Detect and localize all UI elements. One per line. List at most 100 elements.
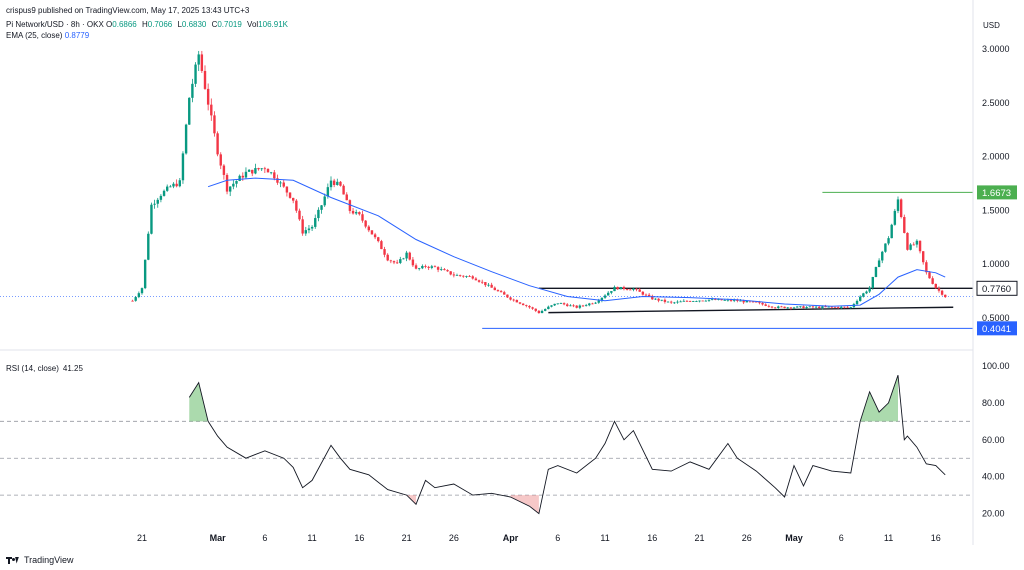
candle-body (638, 289, 641, 292)
candle-body (692, 301, 695, 302)
candle-body (247, 169, 251, 172)
candle-body (332, 180, 336, 185)
candle-body (191, 83, 194, 98)
candle-body (588, 303, 591, 306)
candle-body (339, 181, 342, 186)
candle-body (660, 299, 663, 301)
candle-body (206, 88, 210, 105)
candle-body (377, 237, 380, 242)
candle-body (651, 295, 654, 300)
candle-body (358, 212, 361, 215)
candle-body (657, 298, 660, 301)
rsi-legend: RSI (14, close) 41.25 (6, 364, 83, 373)
candle-body (380, 241, 383, 250)
candle-body (446, 270, 449, 272)
ohlc-key-o: O (106, 20, 113, 29)
price-label-text: 0.7760 (982, 284, 1011, 295)
candle-body (181, 153, 185, 181)
candle-body (458, 274, 462, 276)
ohlc-key-c: C (209, 20, 218, 29)
candle-body (622, 286, 626, 290)
candle-body (430, 266, 433, 268)
candle-body (540, 310, 544, 314)
rsi-tick-label: 20.00 (982, 509, 1005, 519)
candle-body (846, 306, 849, 308)
candle-body (282, 182, 285, 187)
x-tick-label: May (785, 533, 803, 543)
candle-body (288, 192, 292, 198)
candle-body (553, 303, 556, 306)
candle-body (427, 266, 430, 268)
candle-body (874, 267, 878, 277)
candle-body (559, 303, 563, 304)
candle-body (521, 303, 525, 306)
candle-body (566, 304, 569, 307)
candle-body (802, 306, 805, 309)
candle-body (481, 281, 484, 283)
rsi-overbought-fill (189, 382, 209, 422)
candle-body (210, 104, 213, 116)
candle-body (591, 303, 594, 305)
candle-body (225, 174, 229, 192)
candle-body (704, 300, 708, 302)
x-tick-label: 21 (402, 533, 412, 543)
candle-body (780, 306, 783, 308)
candle-body (506, 294, 509, 298)
candle-body (203, 70, 207, 89)
candle-body (367, 226, 370, 231)
candle-body (824, 306, 827, 308)
candle-body (314, 218, 317, 227)
candle-body (773, 307, 777, 309)
candle-body (915, 240, 919, 245)
tradingview-logo[interactable]: TradingView (6, 555, 74, 565)
ohlc-value-vol: 106.91K (258, 20, 288, 29)
candle-body (320, 205, 323, 210)
candle-body (411, 259, 415, 266)
ohlc-value-l: 0.6830 (181, 20, 207, 29)
candle-body (184, 124, 188, 154)
x-tick-label: 26 (449, 533, 459, 543)
candle-body (370, 230, 374, 235)
candle-body (761, 302, 764, 305)
candle-body (818, 306, 821, 309)
candle-body (307, 228, 311, 231)
candle-body (449, 271, 452, 275)
candle-body (462, 275, 465, 277)
axes: 3.0000 2.5000 2.0000 1.5000 1.0000 0.5000 1.66… (0, 0, 1018, 545)
candle-body (329, 180, 333, 188)
candle-body (572, 305, 575, 307)
candle-body (509, 297, 512, 300)
candle-body (884, 243, 887, 252)
candle-body (276, 178, 279, 183)
candle-body (581, 305, 585, 307)
candle-body (739, 300, 742, 302)
candle-body (758, 302, 761, 304)
candle-body (405, 252, 408, 259)
candle-body (477, 280, 481, 282)
candle-body (944, 294, 947, 298)
ema-line (207, 177, 946, 307)
candle-body (213, 115, 216, 134)
candle-body (805, 307, 808, 309)
candle-body (474, 278, 478, 281)
candle-body (408, 252, 411, 260)
x-tick-label: 26 (742, 533, 752, 543)
candle-body (654, 298, 657, 300)
candle-body (629, 289, 632, 291)
candle-body (685, 300, 689, 302)
candle-body (912, 244, 915, 246)
candle-body (918, 240, 922, 252)
candle-body (843, 306, 846, 308)
candle-body (342, 185, 345, 195)
candle-body (695, 301, 698, 302)
brand-name: TradingView (24, 555, 74, 565)
price-label-text: 1.6673 (982, 188, 1011, 199)
candle-body (792, 307, 796, 309)
candle-body (443, 269, 446, 271)
ema-value: 0.8779 (64, 31, 90, 40)
candle-body (512, 299, 515, 301)
candle-body (868, 287, 871, 292)
candle-body (418, 268, 421, 270)
candle-body (137, 293, 141, 298)
